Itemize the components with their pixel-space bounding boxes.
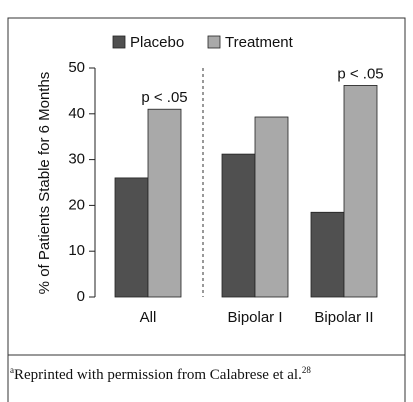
footnote-marker: a: [10, 365, 14, 375]
y-tick-label: 20: [68, 196, 85, 213]
bar: [343, 85, 378, 298]
x-tick-label: All: [140, 309, 157, 326]
annotation: p < .05: [337, 65, 383, 82]
bar: [147, 108, 182, 298]
legend-swatch: [207, 35, 221, 49]
x-tick-label: Bipolar II: [314, 309, 373, 326]
footnote-text: Reprinted with permission from Calabrese…: [14, 367, 302, 383]
y-axis-label: % of Patients Stable for 6 Months: [36, 72, 53, 295]
y-tick-label: 30: [68, 151, 85, 168]
legend-swatch: [112, 35, 126, 49]
bar: [254, 116, 289, 298]
bar: [221, 153, 256, 298]
bar: [310, 211, 345, 298]
annotation: p < .05: [141, 89, 187, 106]
footnote: aReprinted with permission from Calabres…: [10, 362, 400, 384]
frame: [7, 17, 406, 356]
footnote-ref: 28: [301, 365, 311, 375]
legend-label: Placebo: [130, 34, 184, 51]
y-tick-label: 50: [68, 59, 85, 76]
y-tick-label: 10: [68, 242, 85, 259]
legend-label: Treatment: [225, 34, 294, 51]
x-tick-label: Bipolar I: [227, 309, 282, 326]
y-tick-label: 0: [77, 288, 85, 305]
bar: [114, 177, 149, 298]
y-tick-label: 40: [68, 105, 85, 122]
